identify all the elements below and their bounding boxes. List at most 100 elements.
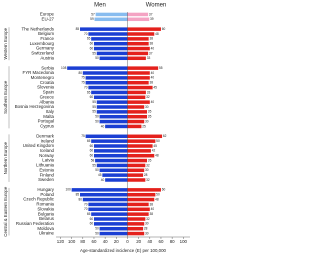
value-label: 60: [90, 42, 94, 46]
value-label: 40: [151, 76, 155, 80]
men-bar: [67, 66, 128, 70]
women-bar: [127, 231, 145, 236]
value-label: 65: [87, 90, 91, 94]
value-label: 70: [84, 85, 88, 89]
women-bar: [127, 114, 148, 119]
men-bar: [80, 192, 128, 197]
category-label: Iceland: [40, 148, 55, 153]
value-label: 35: [148, 115, 152, 119]
women-bar: [127, 12, 149, 17]
women-bar: [127, 90, 146, 95]
category-label: Malta: [43, 114, 54, 119]
men-bar: [85, 76, 128, 80]
value-label: 50: [95, 56, 99, 60]
women-bar: [127, 134, 163, 139]
men-bar: [102, 173, 128, 177]
value-label: 100: [66, 188, 72, 192]
women-bar: [127, 217, 146, 221]
x-tick-label: 40: [147, 239, 152, 244]
value-label: 55: [92, 51, 96, 55]
x-tick-label: 20: [114, 239, 119, 244]
value-label: 50: [156, 139, 160, 143]
x-tick-label: 60: [159, 239, 164, 244]
value-label: 65: [87, 139, 91, 143]
category-label: Austria: [40, 55, 54, 60]
value-label: 38: [149, 37, 153, 41]
x-tick-label: 40: [103, 239, 108, 244]
value-label: 70: [84, 32, 88, 36]
value-label: 57: [91, 12, 95, 16]
value-label: 48: [155, 197, 159, 201]
value-label: 37: [149, 12, 153, 16]
men-bar: [91, 212, 128, 216]
category-label: Greece: [40, 94, 55, 99]
x-tick-label: 120: [57, 239, 65, 244]
value-label: 40: [101, 124, 105, 128]
value-label: 39: [150, 17, 154, 21]
women-bar: [127, 163, 146, 168]
value-label: 32: [146, 95, 150, 99]
women-bar: [127, 27, 161, 31]
women-bar: [127, 124, 142, 129]
women-bar: [127, 105, 145, 109]
category-label: United Kingdom: [23, 143, 55, 148]
x-tick-label: 0: [126, 239, 129, 244]
value-label: 55: [92, 100, 96, 104]
women-bar: [127, 207, 150, 212]
women-bar: [127, 110, 148, 114]
category-label: Russian Federation: [16, 221, 55, 226]
men-bar: [99, 168, 128, 173]
category-label: Germany: [36, 46, 55, 51]
value-label: 50: [95, 168, 99, 172]
value-label: 37: [149, 51, 153, 55]
category-label: Montenegro: [31, 75, 55, 80]
women-bar: [127, 144, 153, 148]
x-tick-label: 80: [80, 239, 85, 244]
value-label: 75: [81, 81, 85, 85]
value-label: 28: [144, 227, 148, 231]
women-bar: [127, 153, 155, 158]
value-label: 60: [90, 222, 94, 226]
men-bar: [105, 124, 128, 129]
women-bar: [127, 32, 155, 36]
value-label: 32: [146, 163, 150, 167]
group-label: Central & Eastern Europe: [3, 186, 8, 237]
women-bar: [127, 80, 149, 85]
women-bar: [127, 197, 155, 202]
women-bar: [127, 76, 150, 80]
value-label: 55: [159, 66, 163, 70]
value-label: 85: [76, 27, 80, 31]
value-label: 38: [149, 202, 153, 206]
value-label: 75: [81, 134, 85, 138]
women-bar: [127, 173, 144, 177]
women-bar: [127, 149, 151, 153]
men-bar: [91, 90, 128, 95]
category-label: Norway: [39, 153, 55, 158]
men-bar: [88, 32, 128, 36]
value-label: 40: [151, 46, 155, 50]
women-bar: [127, 41, 149, 46]
women-bar: [127, 178, 146, 182]
men-bar: [99, 114, 128, 119]
x-tick-label: 80: [170, 239, 175, 244]
women-bar: [127, 139, 156, 143]
men-bar: [93, 95, 128, 100]
men-bar: [85, 80, 128, 85]
value-label: 50: [95, 119, 99, 123]
category-label: Spain: [43, 90, 55, 95]
value-label: 60: [162, 27, 166, 31]
men-bar: [96, 51, 128, 56]
men-bar: [105, 178, 128, 182]
women-bar: [127, 226, 144, 231]
value-label: 50: [95, 227, 99, 231]
value-label: 50: [95, 115, 99, 119]
x-tick-label: 60: [92, 239, 97, 244]
category-label: Ireland: [41, 138, 55, 143]
men-bar: [93, 153, 128, 158]
x-tick-label: 100: [68, 239, 76, 244]
value-label: 62: [163, 134, 167, 138]
value-label: 55: [92, 163, 96, 167]
category-label: Cyprus: [40, 124, 55, 129]
women-bar: [127, 222, 145, 226]
category-label: Moldova: [37, 226, 54, 231]
